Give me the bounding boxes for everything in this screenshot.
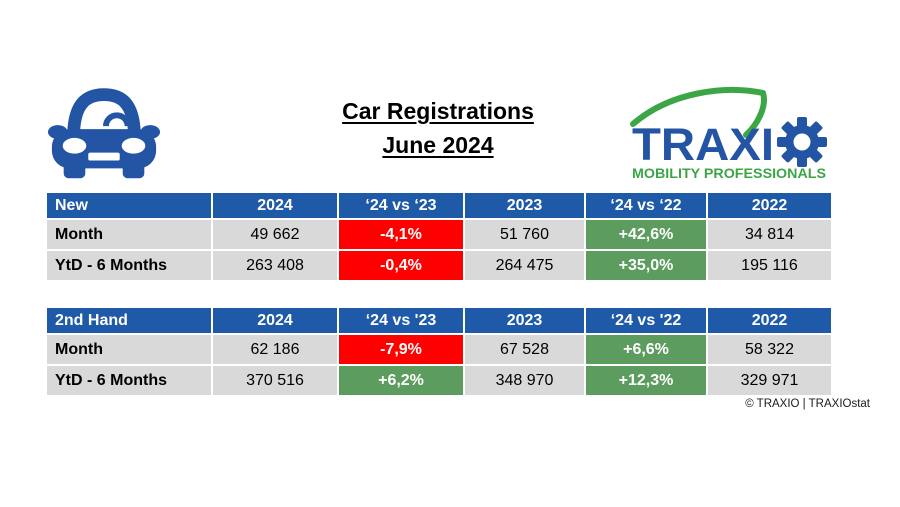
table-new-title-cell: New [47,193,211,218]
row-label: Month [47,220,211,249]
table-secondhand-title-cell: 2nd Hand [47,308,211,333]
column-header-2024: 2024 [213,308,337,333]
column-header-24-vs-23: ‘24 vs '23 [339,308,463,333]
value-cell: 370 516 [213,366,337,395]
column-header-2022: 2022 [708,193,831,218]
column-header-2022: 2022 [708,308,831,333]
value-cell: 58 322 [708,335,831,364]
column-header-2023: 2023 [465,308,584,333]
page-title: Car Registrations June 2024 [268,94,608,162]
row-label: YtD - 6 Months [47,251,211,280]
percent-cell: +12,3% [586,366,706,395]
value-cell: 329 971 [708,366,831,395]
logo-brand-text: TRAXI [632,119,774,170]
column-header-24-vs-23: ‘24 vs ‘23 [339,193,463,218]
logo-tagline: MOBILITY PROFESSIONALS [632,165,826,181]
value-cell: 49 662 [213,220,337,249]
copyright-credit: © TRAXIO | TRAXIOstat [745,398,870,410]
percent-cell: -0,4% [339,251,463,280]
value-cell: 34 814 [708,220,831,249]
column-header-24-vs-22: ‘24 vs '22 [586,308,706,333]
table-new-cars: New 2024 ‘24 vs ‘23 2023 ‘24 vs ‘22 2022… [45,191,833,282]
percent-cell: -4,1% [339,220,463,249]
table-row-month: Month 62 186 -7,9% 67 528 +6,6% 58 322 [47,335,831,364]
value-cell: 264 475 [465,251,584,280]
percent-cell: +35,0% [586,251,706,280]
table-row-ytd: YtD - 6 Months 370 516 +6,2% 348 970 +12… [47,366,831,395]
table-new-header-row: New 2024 ‘24 vs ‘23 2023 ‘24 vs ‘22 2022 [47,193,831,218]
value-cell: 51 760 [465,220,584,249]
value-cell: 263 408 [213,251,337,280]
value-cell: 67 528 [465,335,584,364]
column-header-2023: 2023 [465,193,584,218]
title-line-1: Car Registrations [342,98,534,124]
row-label: YtD - 6 Months [47,366,211,395]
table-second-hand-cars: 2nd Hand 2024 ‘24 vs '23 2023 ‘24 vs '22… [45,306,833,397]
percent-cell: +6,2% [339,366,463,395]
value-cell: 195 116 [708,251,831,280]
row-label: Month [47,335,211,364]
traxio-logo: TRAXI MOBILITY PROFESSIONALS [630,86,827,181]
value-cell: 62 186 [213,335,337,364]
percent-cell: +6,6% [586,335,706,364]
column-header-24-vs-22: ‘24 vs ‘22 [586,193,706,218]
table-row-ytd: YtD - 6 Months 263 408 -0,4% 264 475 +35… [47,251,831,280]
table-secondhand-header-row: 2nd Hand 2024 ‘24 vs '23 2023 ‘24 vs '22… [47,308,831,333]
car-icon [47,88,161,179]
percent-cell: +42,6% [586,220,706,249]
title-line-2: June 2024 [382,132,494,158]
value-cell: 348 970 [465,366,584,395]
percent-cell: -7,9% [339,335,463,364]
logo-swoosh-icon [630,86,767,138]
column-header-2024: 2024 [213,193,337,218]
gear-icon [777,117,827,167]
table-row-month: Month 49 662 -4,1% 51 760 +42,6% 34 814 [47,220,831,249]
